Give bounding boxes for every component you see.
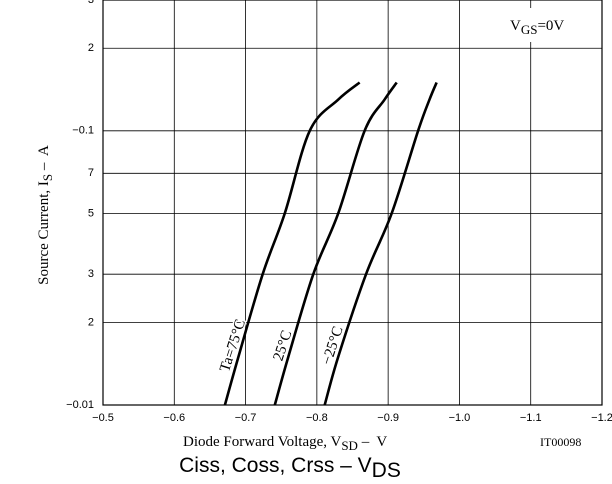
y-tick-label: 3 xyxy=(88,0,94,6)
x-tick-label: −0.6 xyxy=(163,412,185,424)
x-label-main: Diode Forward Voltage, V xyxy=(183,434,341,450)
y-label-unit: – A xyxy=(36,145,52,174)
plot: −0.5 −0.6 −0.7 −0.8 −0.9 −1.0 −1.1 −1.2 −0.01 2 3 5… xyxy=(66,0,612,424)
annotation-bg xyxy=(488,8,600,42)
x-tick-label: −0.5 xyxy=(92,412,114,424)
x-tick-label: −1.1 xyxy=(520,412,542,424)
x-label-sub: SD xyxy=(341,438,358,453)
x-tick-label: −1.0 xyxy=(449,412,471,424)
x-tick-label: −1.2 xyxy=(591,412,612,424)
annotation-sub: GS xyxy=(521,22,538,37)
curve-label: Ta=75°C xyxy=(217,317,249,374)
y-tick-label: 3 xyxy=(88,268,94,280)
annotation-rest: =0V xyxy=(537,18,564,34)
y-tick-label: −0.01 xyxy=(66,399,94,411)
curve xyxy=(273,81,398,406)
y-tick-label: 5 xyxy=(88,207,94,219)
plot-frame xyxy=(102,0,603,406)
y-tick-label: 7 xyxy=(88,167,94,179)
x-tick-label: −0.8 xyxy=(306,412,328,424)
y-tick-label: 2 xyxy=(88,316,94,328)
x-tick-label: −0.7 xyxy=(235,412,257,424)
y-tick-label: 2 xyxy=(88,42,94,54)
annotation: VGS=0V xyxy=(510,18,564,37)
y-tick-label: −0.1 xyxy=(72,125,94,137)
next-title: Ciss, Coss, Crss – VDS xyxy=(179,454,401,482)
next-title-sub: DS xyxy=(372,459,401,482)
x-label-unit: – V xyxy=(358,434,387,450)
curve xyxy=(323,82,438,406)
figure-code: IT00098 xyxy=(540,435,581,449)
curve xyxy=(223,81,361,406)
x-axis-label: Diode Forward Voltage, VSD – V xyxy=(183,434,387,453)
y-label-sub: S xyxy=(40,174,55,181)
annotation-v: V xyxy=(510,18,521,34)
y-label-main: Source Current, I xyxy=(36,181,52,285)
x-tick-label: −0.9 xyxy=(377,412,399,424)
next-title-main: Ciss, Coss, Crss – V xyxy=(179,454,372,477)
y-axis-label: Source Current, IS – A xyxy=(36,145,55,285)
